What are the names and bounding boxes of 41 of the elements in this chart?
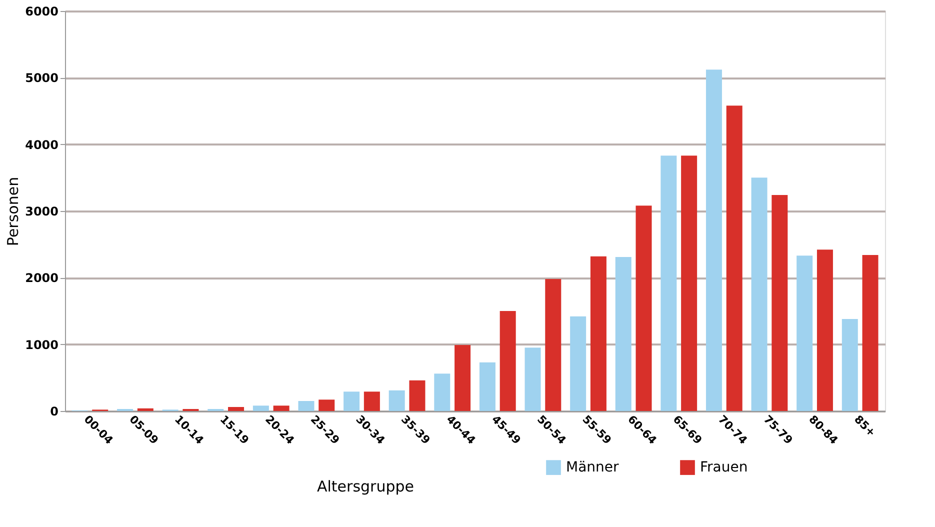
bar	[636, 206, 652, 411]
bar	[273, 406, 290, 411]
bar	[816, 250, 833, 411]
bar	[252, 406, 269, 411]
bar	[772, 195, 788, 411]
y-axis-title: Personen	[4, 176, 22, 246]
bar	[751, 178, 768, 411]
y-tick-label: 6000	[25, 4, 58, 18]
bar	[454, 345, 471, 411]
bar	[500, 311, 516, 411]
bar	[298, 401, 314, 411]
y-tick-label: 1000	[25, 338, 58, 352]
bar	[706, 70, 722, 411]
x-axis-title: Altersgruppe	[317, 478, 414, 496]
bar	[681, 156, 698, 411]
bar	[726, 106, 742, 411]
bar	[409, 380, 426, 411]
bar	[524, 348, 541, 411]
bar	[388, 390, 405, 411]
y-tick-label: 0	[50, 404, 58, 418]
bar	[479, 362, 496, 411]
bar	[590, 256, 606, 411]
legend-label: Männer	[566, 460, 620, 476]
bar	[137, 408, 154, 411]
y-tick-label: 2000	[25, 271, 58, 286]
bar	[364, 392, 380, 411]
bar	[862, 255, 878, 411]
y-tick-label: 4000	[25, 138, 58, 152]
bar	[660, 156, 677, 411]
bar	[434, 374, 450, 411]
bar	[842, 319, 858, 411]
bar	[344, 392, 360, 411]
bar	[570, 316, 586, 411]
bar	[615, 257, 632, 411]
y-tick-label: 5000	[25, 71, 58, 86]
bar	[228, 407, 244, 411]
bar	[545, 279, 562, 411]
bar	[796, 256, 813, 411]
bar	[318, 400, 335, 411]
legend-label: Frauen	[700, 460, 748, 476]
y-tick-label: 3000	[25, 204, 58, 218]
